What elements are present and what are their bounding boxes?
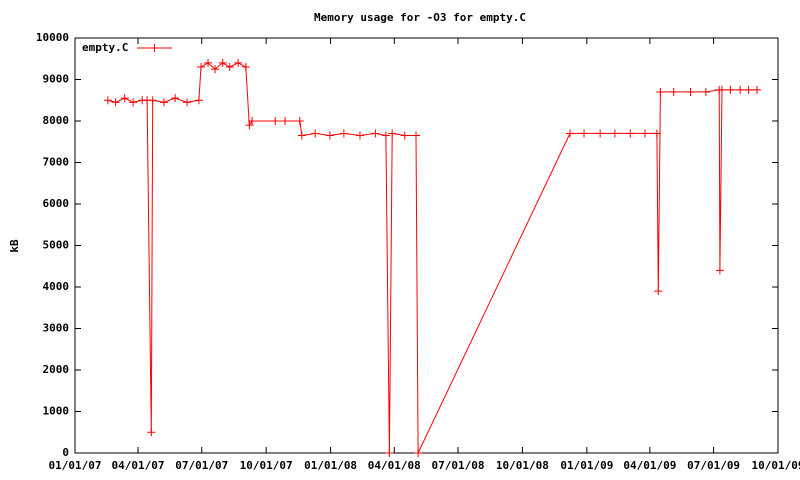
- legend-label: empty.C: [82, 41, 128, 54]
- y-axis-label: kB: [8, 239, 21, 253]
- x-tick-label: 04/01/07: [112, 459, 165, 472]
- y-tick-label: 9000: [43, 73, 70, 86]
- point-marker: [411, 131, 420, 140]
- point-marker: [385, 449, 394, 457]
- point-marker: [752, 85, 761, 94]
- x-tick-label: 10/01/08: [496, 459, 549, 472]
- point-marker: [726, 85, 735, 94]
- point-marker: [211, 65, 220, 74]
- point-marker: [271, 117, 280, 125]
- point-marker: [566, 129, 575, 138]
- point-marker: [147, 428, 156, 437]
- point-marker: [381, 131, 390, 140]
- point-marker: [388, 129, 397, 138]
- point-marker: [241, 63, 250, 72]
- point-marker: [580, 129, 589, 138]
- y-tick-label: 6000: [43, 197, 70, 210]
- y-tick-label: 7000: [43, 156, 70, 169]
- point-marker: [325, 131, 334, 140]
- x-tick-label: 07/01/07: [175, 459, 228, 472]
- y-tick-label: 1000: [43, 405, 70, 418]
- point-marker: [736, 85, 745, 94]
- point-marker: [159, 98, 168, 107]
- x-tick-label: 07/01/09: [687, 459, 740, 472]
- point-marker: [281, 117, 290, 125]
- point-marker: [596, 129, 605, 138]
- point-marker: [171, 94, 180, 103]
- x-tick-label: 01/01/08: [304, 459, 357, 472]
- x-tick-label: 01/01/07: [49, 459, 102, 472]
- point-marker: [204, 58, 213, 67]
- y-tick-label: 4000: [43, 280, 70, 293]
- point-marker: [311, 129, 320, 138]
- y-tick-label: 8000: [43, 114, 70, 127]
- point-marker: [654, 287, 663, 296]
- point-marker: [248, 117, 257, 125]
- x-tick-label: 10/01/07: [240, 459, 293, 472]
- point-marker: [197, 63, 206, 72]
- point-marker: [640, 129, 649, 138]
- point-marker: [339, 129, 348, 138]
- point-marker: [610, 129, 619, 138]
- point-marker: [400, 131, 409, 140]
- point-marker: [194, 96, 203, 105]
- x-tick-label: 04/01/08: [368, 459, 421, 472]
- point-marker: [355, 131, 364, 140]
- point-marker: [717, 85, 726, 94]
- y-tick-label: 5000: [43, 239, 70, 252]
- point-marker: [218, 58, 227, 67]
- point-marker: [103, 96, 112, 105]
- y-tick-label: 3000: [43, 322, 70, 335]
- chart-title: Memory usage for -O3 for empty.C: [314, 11, 526, 24]
- x-tick-label: 01/01/09: [560, 459, 613, 472]
- legend-marker: [150, 44, 159, 52]
- point-marker: [183, 98, 192, 107]
- point-marker: [234, 58, 243, 67]
- point-marker: [656, 87, 665, 96]
- point-marker: [686, 87, 695, 96]
- point-marker: [148, 96, 157, 105]
- y-tick-label: 0: [62, 446, 69, 459]
- point-marker: [111, 98, 120, 107]
- point-marker: [371, 129, 380, 138]
- point-marker: [225, 63, 234, 72]
- point-marker: [626, 129, 635, 138]
- point-marker: [120, 94, 129, 103]
- point-marker: [669, 87, 678, 96]
- point-marker: [129, 98, 138, 107]
- point-marker: [744, 85, 753, 94]
- point-marker: [295, 117, 304, 125]
- point-marker: [245, 121, 254, 130]
- point-marker: [701, 87, 710, 96]
- x-tick-label: 10/01/09: [752, 459, 800, 472]
- point-marker: [715, 266, 724, 275]
- point-marker: [652, 129, 661, 138]
- point-marker: [297, 131, 306, 140]
- y-tick-label: 2000: [43, 363, 70, 376]
- x-tick-label: 07/01/08: [432, 459, 485, 472]
- y-tick-label: 10000: [36, 31, 69, 44]
- x-tick-label: 04/01/09: [623, 459, 676, 472]
- point-marker: [414, 449, 423, 457]
